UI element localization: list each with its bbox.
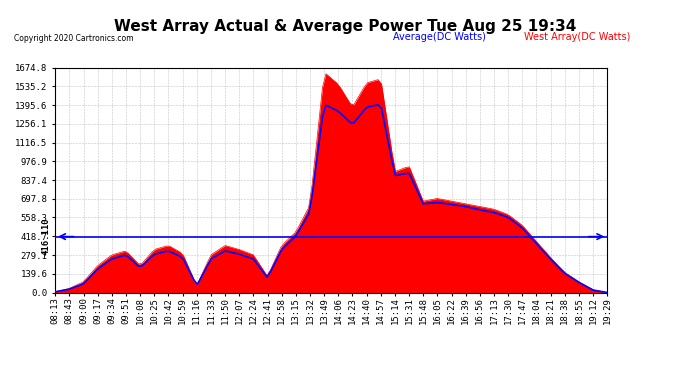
Text: Copyright 2020 Cartronics.com: Copyright 2020 Cartronics.com — [14, 34, 133, 43]
Text: West Array Actual & Average Power Tue Aug 25 19:34: West Array Actual & Average Power Tue Au… — [114, 19, 576, 34]
Text: Average(DC Watts): Average(DC Watts) — [393, 32, 486, 42]
Text: West Array(DC Watts): West Array(DC Watts) — [524, 32, 631, 42]
